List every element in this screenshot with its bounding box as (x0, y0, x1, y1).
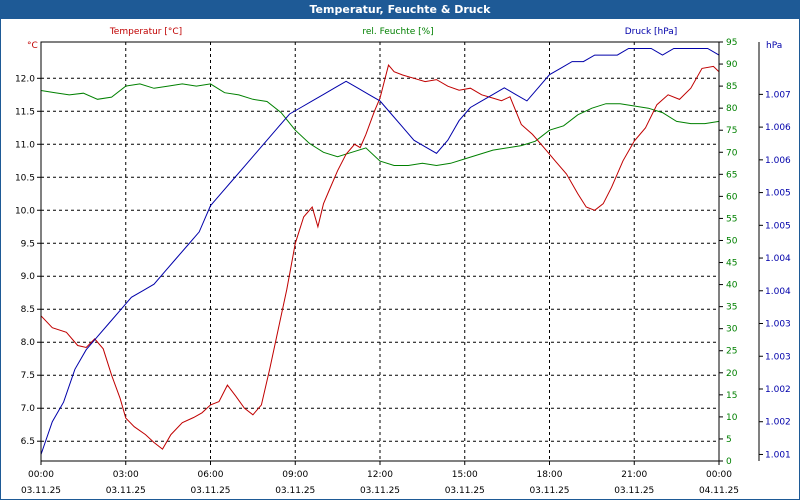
x-tick-label-date: 03.11.25 (445, 486, 485, 496)
x-tick-label-date: 03.11.25 (190, 486, 230, 496)
x-tick-label-date: 03.11.25 (614, 486, 654, 496)
humidity-tick-label: 90 (726, 60, 738, 70)
humidity-tick-label: 25 (726, 347, 737, 357)
humidity-tick-label: 35 (726, 303, 737, 313)
x-tick-label-time: 00:00 (706, 470, 732, 480)
temperature-tick-label: 11.5 (15, 107, 35, 117)
temperature-tick-label: 10.0 (15, 206, 35, 216)
x-tick-label-time: 06:00 (198, 470, 224, 480)
humidity-tick-label: 70 (726, 148, 738, 158)
temperature-unit-label: °C (27, 41, 38, 51)
x-tick-label-time: 12:00 (367, 470, 393, 480)
temperature-tick-label: 8.5 (21, 305, 35, 315)
x-tick-label-time: 09:00 (282, 470, 308, 480)
humidity-tick-label: 45 (726, 259, 737, 269)
plot-border (40, 41, 720, 462)
pressure-tick-label: 1.002 (765, 385, 791, 395)
temperature-tick-label: 6.5 (21, 437, 35, 447)
humidity-tick-label: 95 (726, 38, 737, 48)
humidity-tick-label: 0 (726, 457, 732, 467)
x-tick-label-date: 03.11.25 (21, 486, 61, 496)
pressure-tick-label: 1.003 (765, 352, 791, 362)
window-title: Temperatur, Feuchte & Druck (1, 1, 799, 19)
temperature-tick-label: 9.0 (21, 272, 36, 282)
humidity-line (40, 83, 720, 167)
x-tick-label-date: 04.11.25 (699, 486, 739, 496)
humidity-tick-label: 85 (726, 82, 737, 92)
humidity-tick-label: 15 (726, 391, 737, 401)
x-tick-label-time: 15:00 (452, 470, 478, 480)
pressure-tick-label: 1.005 (765, 221, 791, 231)
temperature-tick-label: 8.0 (21, 338, 36, 348)
pressure-tick-label: 1.006 (765, 156, 791, 166)
x-tick-label-date: 03.11.25 (529, 486, 569, 496)
humidity-tick-label: 10 (726, 413, 738, 423)
x-tick-label-date: 03.11.25 (106, 486, 146, 496)
humidity-tick-label: 60 (726, 192, 738, 202)
humidity-tick-label: 20 (726, 369, 738, 379)
pressure-tick-label: 1.007 (765, 90, 791, 100)
humidity-tick-label: 65 (726, 170, 737, 180)
pressure-tick-label: 1.005 (765, 189, 791, 199)
temperature-tick-label: 7.5 (21, 371, 35, 381)
x-tick-label-date: 03.11.25 (360, 486, 400, 496)
humidity-tick-label: 55 (726, 214, 737, 224)
temperature-tick-label: 7.0 (21, 404, 36, 414)
humidity-tick-label: 75 (726, 126, 737, 136)
x-tick-label-time: 21:00 (621, 470, 647, 480)
temperature-axis-title: Temperatur [°C] (109, 27, 182, 37)
temperature-tick-label: 9.5 (21, 239, 35, 249)
x-tick-label-date: 03.11.25 (275, 486, 315, 496)
pressure-unit-label: hPa (766, 41, 782, 51)
pressure-tick-label: 1.003 (765, 320, 791, 330)
pressure-tick-label: 1.006 (765, 123, 791, 133)
pressure-tick-label: 1.004 (765, 254, 791, 264)
temperature-tick-label: 12.0 (15, 74, 35, 84)
humidity-tick-label: 5 (726, 435, 732, 445)
pressure-tick-label: 1.004 (765, 287, 791, 297)
pressure-tick-label: 1.002 (765, 418, 791, 428)
temperature-tick-label: 11.0 (15, 140, 35, 150)
pressure-line (40, 48, 720, 455)
humidity-tick-label: 30 (726, 325, 738, 335)
temperature-tick-label: 10.5 (15, 173, 35, 183)
x-tick-label-time: 18:00 (537, 470, 563, 480)
humidity-tick-label: 40 (726, 281, 738, 291)
temperature-line (40, 64, 720, 450)
humidity-tick-label: 80 (726, 104, 738, 114)
pressure-axis-title: Druck [hPa] (625, 27, 678, 37)
x-tick-label-time: 03:00 (113, 470, 139, 480)
humidity-axis-title: rel. Feuchte [%] (362, 27, 433, 37)
x-tick-label-time: 00:00 (28, 470, 54, 480)
humidity-tick-label: 50 (726, 236, 738, 246)
chart-canvas: 00:00 03.11.25 03:00 03.11.25 06:00 03.11.25 0… (15, 27, 791, 496)
pressure-tick-label: 1.001 (765, 450, 791, 460)
